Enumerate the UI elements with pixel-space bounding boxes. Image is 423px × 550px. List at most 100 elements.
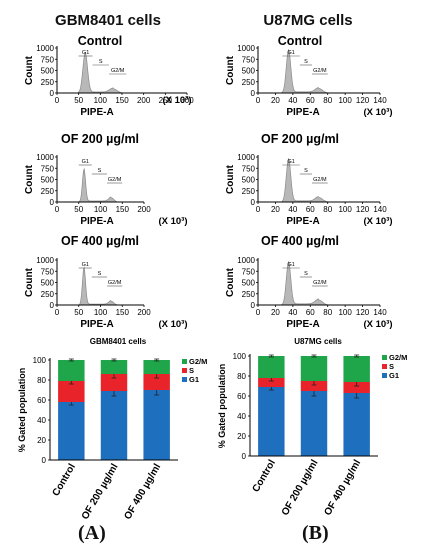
y-tick-label: 750 bbox=[242, 55, 256, 64]
gate-label: S bbox=[99, 59, 103, 65]
x-tick-label: 0 bbox=[55, 96, 60, 105]
y-tick-label: 0 bbox=[50, 89, 55, 98]
legend-swatch-g1 bbox=[182, 377, 187, 382]
x-tick-label: 20 bbox=[271, 308, 280, 317]
x-axis-label: PIPE-A bbox=[80, 319, 113, 330]
bar-segment-g2m bbox=[300, 356, 328, 381]
x-tick-label: 250 bbox=[159, 96, 173, 105]
y-tick-label: 0 bbox=[42, 456, 47, 465]
histogram-title: OF 200 µg/ml bbox=[261, 132, 339, 146]
x-tick-label: 200 bbox=[137, 308, 151, 317]
y-tick-label: 60 bbox=[37, 396, 46, 405]
bar-chart-title: U87MG cells bbox=[294, 337, 342, 346]
x-tick-label: 140 bbox=[373, 308, 387, 317]
y-tick-label: 0 bbox=[50, 198, 55, 207]
x-tick-label: 140 bbox=[373, 96, 387, 105]
x-tick-label: 120 bbox=[356, 96, 370, 105]
bar-segment-s bbox=[58, 381, 85, 402]
x-axis-unit: (X 10³) bbox=[363, 107, 392, 118]
histogram-title: OF 200 µg/ml bbox=[61, 132, 139, 146]
x-tick-label: 150 bbox=[116, 205, 130, 214]
y-tick-label: 40 bbox=[237, 412, 246, 421]
y-tick-label: 250 bbox=[41, 290, 55, 299]
bar-segment-g2m bbox=[100, 360, 128, 374]
gate-label: G1 bbox=[82, 50, 89, 56]
y-tick-label: 20 bbox=[237, 432, 246, 441]
y-axis-label: % Gated population bbox=[17, 368, 27, 453]
bar-segment-g1 bbox=[258, 387, 285, 456]
y-tick-label: 0 bbox=[50, 301, 55, 310]
y-tick-label: 0 bbox=[251, 89, 256, 98]
category-label: Control bbox=[251, 458, 278, 494]
x-tick-label: 60 bbox=[306, 96, 315, 105]
bar-segment-g1 bbox=[300, 391, 328, 456]
x-tick-label: 120 bbox=[356, 205, 370, 214]
bar-segment-g2m bbox=[258, 356, 285, 378]
y-tick-label: 100 bbox=[33, 356, 47, 365]
x-tick-label: 50 bbox=[74, 205, 83, 214]
legend-label: G2/M bbox=[389, 353, 407, 362]
x-tick-label: 100 bbox=[338, 308, 352, 317]
legend-label: G2/M bbox=[189, 357, 207, 366]
histogram-title: OF 400 µg/ml bbox=[61, 234, 139, 248]
gate-label: G2/M bbox=[313, 280, 327, 286]
x-tick-label: 0 bbox=[256, 96, 261, 105]
y-tick-label: 750 bbox=[242, 267, 256, 276]
x-tick-label: 150 bbox=[116, 308, 130, 317]
y-tick-label: 1000 bbox=[36, 44, 54, 53]
y-axis-label: % Gated population bbox=[217, 364, 227, 449]
panel-b-label: (B) bbox=[302, 522, 329, 544]
x-tick-label: 140 bbox=[373, 205, 387, 214]
category-label: OF 200 µg/ml bbox=[280, 458, 321, 518]
stacked-bar-chart-b: U87MG cells Control OF 200 µg/ml OF 400 µg/… bbox=[217, 337, 407, 518]
y-tick-label: 750 bbox=[41, 164, 55, 173]
x-axis-unit: (X 10³) bbox=[363, 216, 392, 227]
y-tick-label: 80 bbox=[237, 372, 246, 381]
panel-a-header: GBM8401 cells bbox=[55, 12, 161, 29]
legend-label: S bbox=[389, 362, 394, 371]
x-tick-label: 200 bbox=[137, 96, 151, 105]
x-tick-label: 100 bbox=[338, 205, 352, 214]
y-tick-label: 250 bbox=[242, 78, 256, 87]
x-tick-label: 80 bbox=[323, 96, 332, 105]
x-axis-label: PIPE-A bbox=[286, 107, 319, 118]
x-axis-unit: (X 10³) bbox=[158, 319, 187, 330]
bar-segment-s bbox=[100, 374, 128, 391]
legend-label: S bbox=[189, 366, 194, 375]
x-tick-label: 40 bbox=[288, 205, 297, 214]
x-tick-label: 80 bbox=[323, 205, 332, 214]
bar-segment-g2m bbox=[143, 360, 170, 374]
y-axis-label: Count bbox=[225, 267, 236, 297]
gate-label: S bbox=[98, 271, 102, 277]
bar-segment-s bbox=[258, 378, 285, 387]
gate-label: G1 bbox=[287, 159, 294, 165]
panel-b-header: U87MG cells bbox=[263, 12, 353, 29]
y-axis-label: Count bbox=[24, 55, 35, 85]
histogram-title: Control bbox=[278, 34, 322, 48]
y-tick-label: 80 bbox=[37, 376, 46, 385]
y-tick-label: 20 bbox=[37, 436, 46, 445]
y-tick-label: 1000 bbox=[237, 44, 255, 53]
gate-label: G1 bbox=[82, 159, 89, 165]
x-tick-label: 40 bbox=[288, 308, 297, 317]
x-axis-unit: (X 10³) bbox=[162, 95, 191, 106]
legend-swatch-g1 bbox=[382, 373, 387, 378]
y-tick-label: 500 bbox=[242, 176, 256, 185]
bar-segment-s bbox=[143, 374, 170, 390]
y-axis-label: Count bbox=[225, 55, 236, 85]
bar-segment-g2m bbox=[343, 356, 370, 382]
x-tick-label: 100 bbox=[94, 308, 108, 317]
x-tick-label: 40 bbox=[288, 96, 297, 105]
y-tick-label: 250 bbox=[41, 187, 55, 196]
y-axis-label: Count bbox=[24, 267, 35, 297]
legend-swatch-s bbox=[382, 364, 387, 369]
bar-segment-g1 bbox=[58, 402, 85, 460]
histogram-title: OF 400 µg/ml bbox=[261, 234, 339, 248]
gate-label: G1 bbox=[287, 50, 294, 56]
